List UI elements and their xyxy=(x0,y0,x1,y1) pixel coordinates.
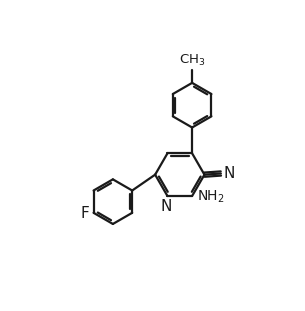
Text: NH$_2$: NH$_2$ xyxy=(197,189,225,205)
Text: N: N xyxy=(161,199,172,214)
Text: N: N xyxy=(223,166,235,181)
Text: F: F xyxy=(81,207,89,221)
Text: CH$_3$: CH$_3$ xyxy=(179,53,205,68)
